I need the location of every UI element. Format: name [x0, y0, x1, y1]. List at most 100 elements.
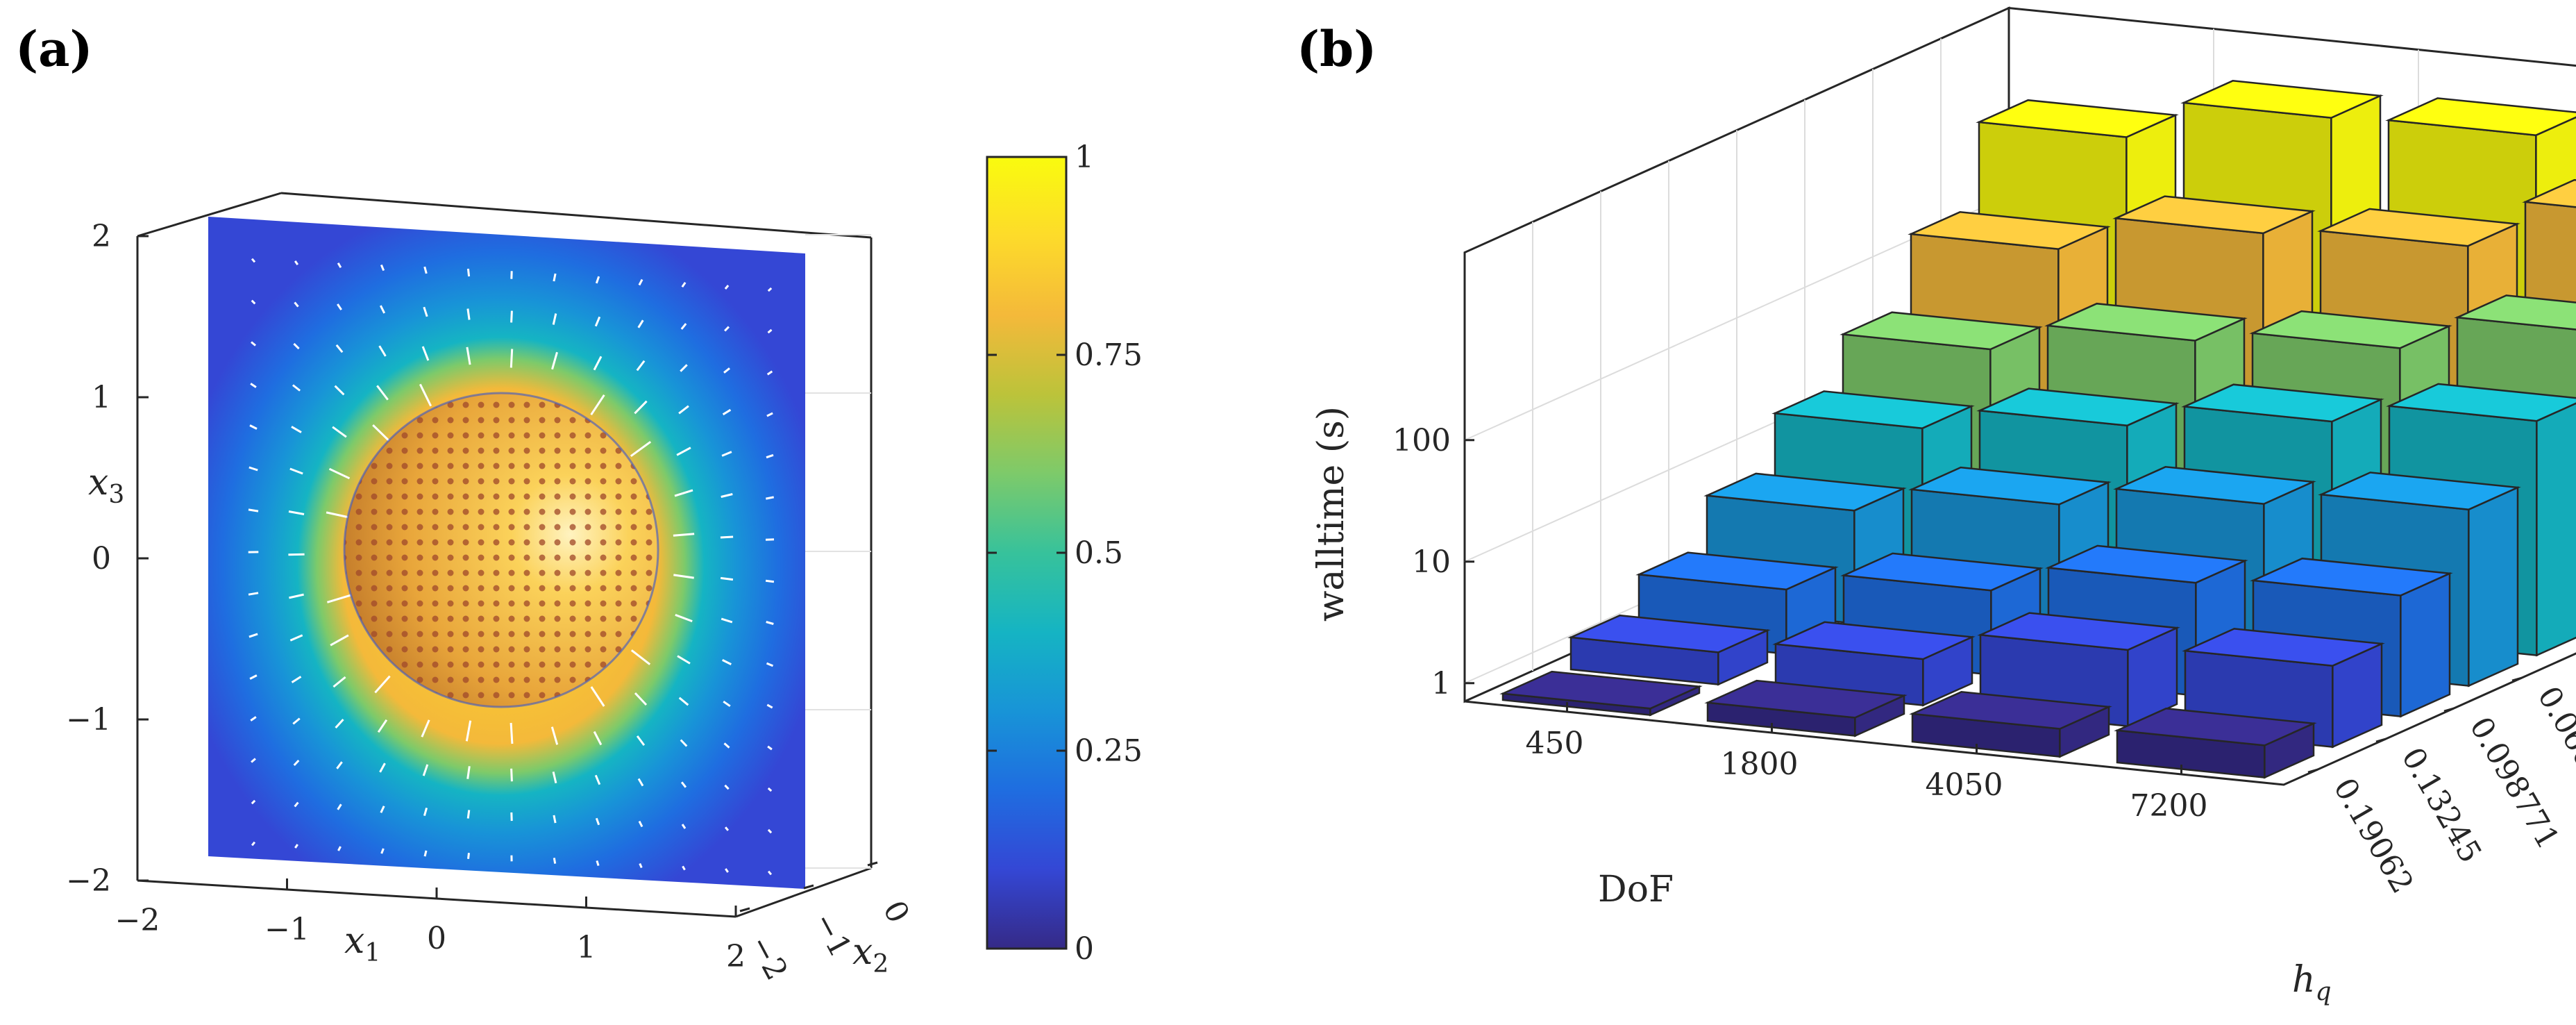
quiver-arrow: [723, 742, 730, 749]
quiver-arrow: [337, 303, 342, 310]
quiver-arrow: [423, 306, 428, 317]
x3-tick-label: 1: [92, 380, 111, 415]
x1-tick-label: 2: [726, 939, 746, 974]
bar-top-face: [1771, 390, 1975, 429]
quiver-arrow: [637, 778, 644, 787]
quiver-arrow: [374, 675, 391, 694]
bar-top-face: [1977, 612, 2180, 651]
quiver-arrow: [767, 745, 773, 751]
quiver-arrow: [630, 440, 652, 458]
bar-top-face: [2250, 557, 2453, 597]
quiver-arrow: [248, 592, 259, 596]
bar: [1499, 670, 1703, 717]
quiver-arrow: [251, 299, 256, 305]
quiver-arrow: [636, 735, 646, 746]
quiver-arrow: [291, 676, 302, 683]
sphere-points: [344, 393, 658, 707]
quiver-arrow: [294, 260, 299, 265]
panel-a-label: (a): [15, 20, 93, 78]
quiver-arrow: [596, 860, 600, 867]
quiver-arrow: [378, 345, 387, 357]
quiver-arrow: [594, 316, 601, 327]
quiver-arrow: [291, 426, 302, 433]
quiver-arrow: [335, 718, 344, 729]
colorbar-tick-label: 0: [1075, 931, 1094, 967]
x2-axis-label: x2: [852, 931, 889, 978]
bar-top-face: [1840, 552, 2044, 592]
quiver-arrow: [250, 716, 257, 722]
bar: [1909, 691, 2112, 758]
quiver-arrow: [767, 870, 773, 876]
quiver-arrow: [639, 862, 643, 869]
box-edge-top-left: [137, 192, 282, 238]
quiver-arrow: [423, 266, 428, 274]
hq-tick-label: 0.13245: [2394, 742, 2488, 869]
quiver-arrow: [680, 323, 687, 330]
quiver-arrow: [682, 865, 686, 871]
quiver-arrow: [337, 262, 342, 269]
quiver-arrow: [676, 447, 691, 456]
bar-top-face: [1499, 670, 1703, 710]
quiver-arrow: [595, 817, 600, 826]
quiver-arrow: [721, 617, 733, 624]
quiver-arrow: [681, 824, 687, 829]
quiver-arrow: [722, 408, 732, 416]
quiver-arrow: [553, 858, 557, 864]
quiver-arrow: [675, 613, 693, 623]
x1-axis-label: x1: [344, 920, 380, 967]
quiver-arrow: [552, 313, 557, 325]
bar-top-face: [2249, 310, 2452, 349]
colorbar-tick-label: 0.75: [1075, 338, 1143, 373]
x3-tick-label: 2: [92, 219, 111, 254]
bar-top-face: [2317, 208, 2520, 247]
bar: [1567, 614, 1771, 686]
x3-tick-label: 0: [92, 541, 111, 576]
walltime-tick-label: 10: [1412, 544, 1451, 580]
box-edge-top-back: [280, 192, 872, 239]
quiver-arrow: [288, 553, 305, 556]
hq-tick-mark: [2511, 676, 2523, 682]
bar: [2182, 628, 2385, 749]
quiver-arrow: [510, 722, 514, 744]
bar: [1704, 679, 1908, 738]
x1-tick-label: 1: [577, 930, 596, 965]
quiver-arrow: [376, 385, 389, 401]
quiver-arrow: [637, 319, 644, 328]
quiver-arrow: [332, 676, 346, 688]
box-edge-bottom-right: [735, 867, 872, 918]
panel-b-label: (b): [1297, 20, 1377, 78]
quiver-arrow: [724, 285, 730, 290]
quiver-arrow: [328, 467, 351, 480]
quiver-arrow: [292, 384, 301, 392]
bar: [2114, 707, 2317, 779]
quiver-arrow: [251, 799, 256, 805]
x2-tick-mark: [803, 884, 814, 890]
bar-top-face: [2113, 466, 2316, 505]
quiver-arrow: [723, 700, 731, 708]
sphere-rim: [343, 392, 659, 708]
bar-top-face: [1635, 551, 1839, 591]
quiver-arrow: [466, 810, 471, 819]
floor-edge: [1464, 652, 2576, 786]
quiver-arrow: [766, 496, 774, 500]
bar-top-face: [2182, 628, 2385, 667]
quiver-arrow: [593, 356, 603, 371]
quiver-arrow: [766, 412, 773, 417]
quiver-arrow: [766, 370, 773, 376]
quiver-arrow: [423, 850, 428, 857]
dof-tick-label: 4050: [1926, 767, 2003, 803]
bar-top-face: [1909, 691, 2112, 730]
quiver-arrow: [251, 258, 256, 263]
bar-top-face: [1908, 466, 2112, 506]
quiver-arrow: [289, 593, 304, 599]
quiver-arrow: [725, 868, 729, 873]
quiver-arrow: [251, 758, 256, 763]
sphere: [343, 392, 659, 708]
x3-tick-label: −2: [66, 863, 111, 899]
quiver-arrow: [293, 759, 300, 767]
quiver-arrow: [289, 467, 303, 475]
quiver-arrow: [636, 360, 646, 372]
bar-top-face: [1976, 388, 2180, 427]
quiver-arrow: [767, 787, 773, 792]
